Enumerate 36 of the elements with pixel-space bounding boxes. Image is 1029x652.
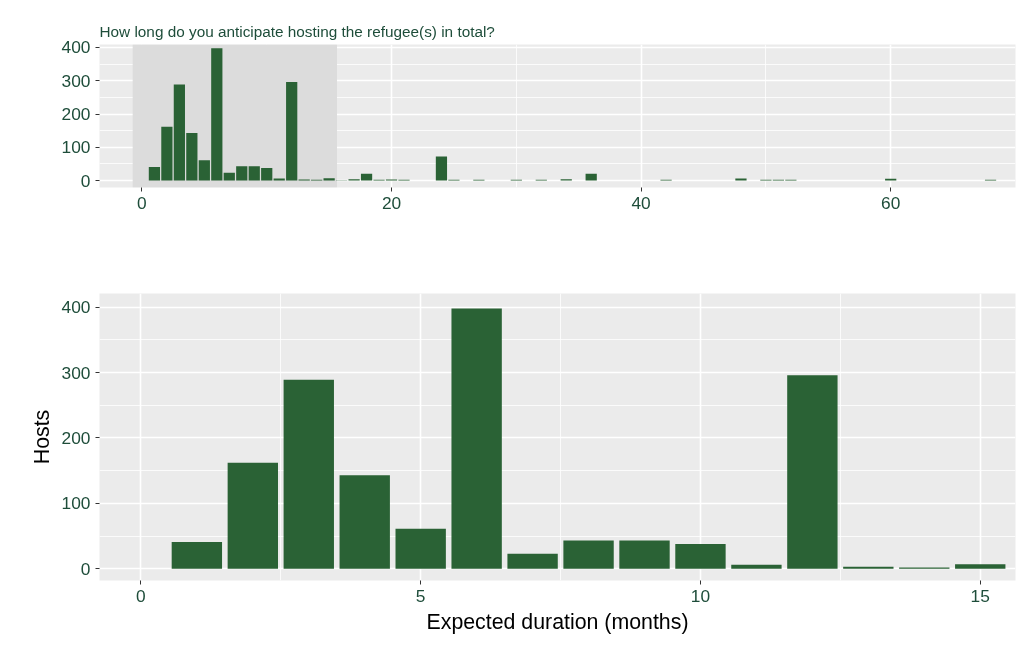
- bar: [585, 173, 597, 181]
- y-axis-title: Hosts: [29, 409, 54, 465]
- x-tick-label: 10: [690, 585, 711, 606]
- x-tick-label: 20: [381, 192, 402, 213]
- bar: [507, 553, 558, 569]
- y-tick-label: 100: [61, 493, 91, 514]
- bar: [675, 543, 726, 569]
- y-tick-label: 200: [61, 104, 91, 124]
- x-tick-label: 60: [881, 192, 901, 213]
- bar: [283, 379, 334, 569]
- y-tick-label: 400: [61, 37, 91, 58]
- bar: [171, 541, 223, 569]
- y-tick-label: 400: [61, 297, 91, 318]
- bar: [451, 308, 502, 569]
- bar: [735, 178, 747, 181]
- y-tick-label: 100: [61, 137, 91, 158]
- x-tick-label: 15: [970, 585, 990, 606]
- bar: [395, 528, 446, 569]
- y-tick-label: 300: [61, 70, 91, 91]
- bar: [955, 564, 1006, 569]
- bar: [731, 564, 782, 569]
- x-axis-title: Expected duration (months): [426, 609, 689, 634]
- y-tick-label: 300: [61, 362, 91, 383]
- bar: [787, 375, 838, 569]
- y-tick-label: 200: [61, 427, 91, 448]
- bar: [619, 540, 670, 569]
- bar: [227, 462, 278, 569]
- bar: [339, 475, 390, 569]
- x-tick-label: 0: [137, 192, 147, 213]
- x-tick-label: 0: [136, 585, 146, 606]
- x-tick-label: 40: [631, 192, 651, 213]
- y-tick-label: 0: [80, 558, 91, 579]
- chart-title: How long do you anticipate hosting the refugee(s) in total?: [99, 22, 495, 40]
- y-tick-label: 0: [80, 170, 91, 191]
- bar: [563, 540, 614, 569]
- x-tick-label: 5: [415, 585, 426, 606]
